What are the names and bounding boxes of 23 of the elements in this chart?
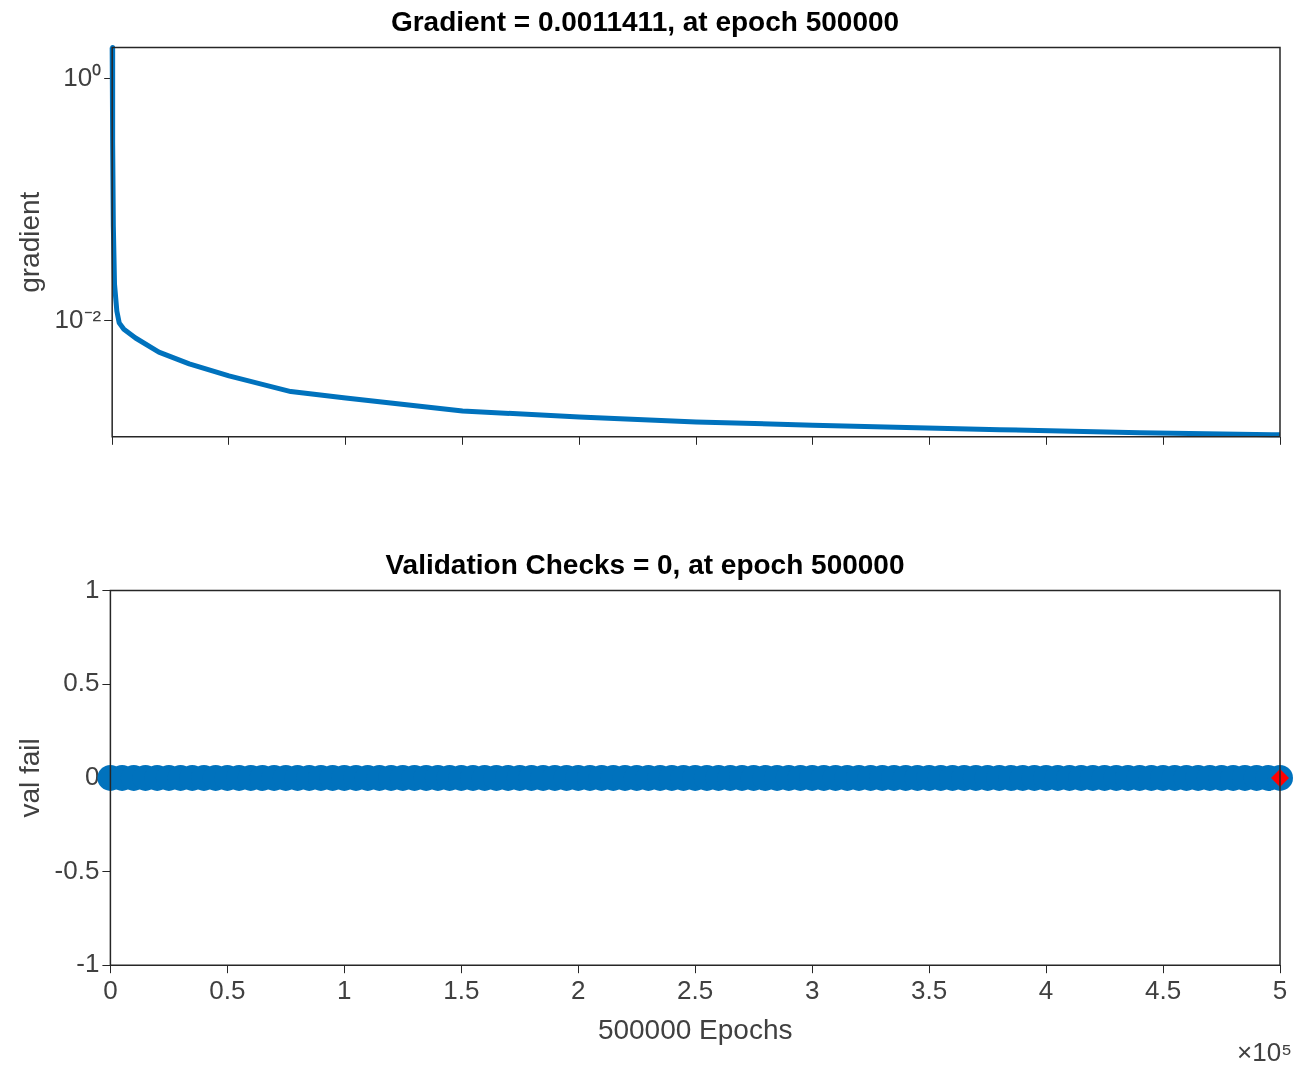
x-tick-label: 4 <box>1038 974 1054 1005</box>
x-tick-label: 0.5 <box>209 974 246 1005</box>
x-axis-title: 500000 Epochs <box>597 1013 793 1045</box>
y-tick-label: 0 <box>84 761 100 792</box>
y-tick-label: 10⁻² <box>54 303 102 334</box>
y-tick-label: 10⁰ <box>63 61 102 92</box>
y-tick-label: -0.5 <box>54 854 100 885</box>
x-tick-label: 4.5 <box>1144 974 1182 1005</box>
y-tick-label: -1 <box>76 948 100 979</box>
x-tick-label: 1 <box>337 974 352 1005</box>
x-tick-label: 3.5 <box>911 974 948 1005</box>
text: ×10⁵ <box>1237 1037 1292 1068</box>
x-tick-label: 1.5 <box>443 974 480 1005</box>
x-tick-label: 2 <box>571 974 586 1005</box>
y-tick-label: 0.5 <box>63 667 100 698</box>
x-tick-label: 2.5 <box>677 974 714 1005</box>
y-axis-title: gradient <box>13 191 45 293</box>
x-tick-label: 3 <box>804 974 820 1005</box>
y-axis-title: val fail <box>13 738 45 818</box>
chart-title: Validation Checks = 0, at epoch 500000 <box>385 548 905 580</box>
y-tick-label: 1 <box>84 573 100 604</box>
chart-title: Gradient = 0.0011411, at epoch 500000 <box>390 5 900 37</box>
x-tick-label: 5 <box>1272 974 1288 1005</box>
